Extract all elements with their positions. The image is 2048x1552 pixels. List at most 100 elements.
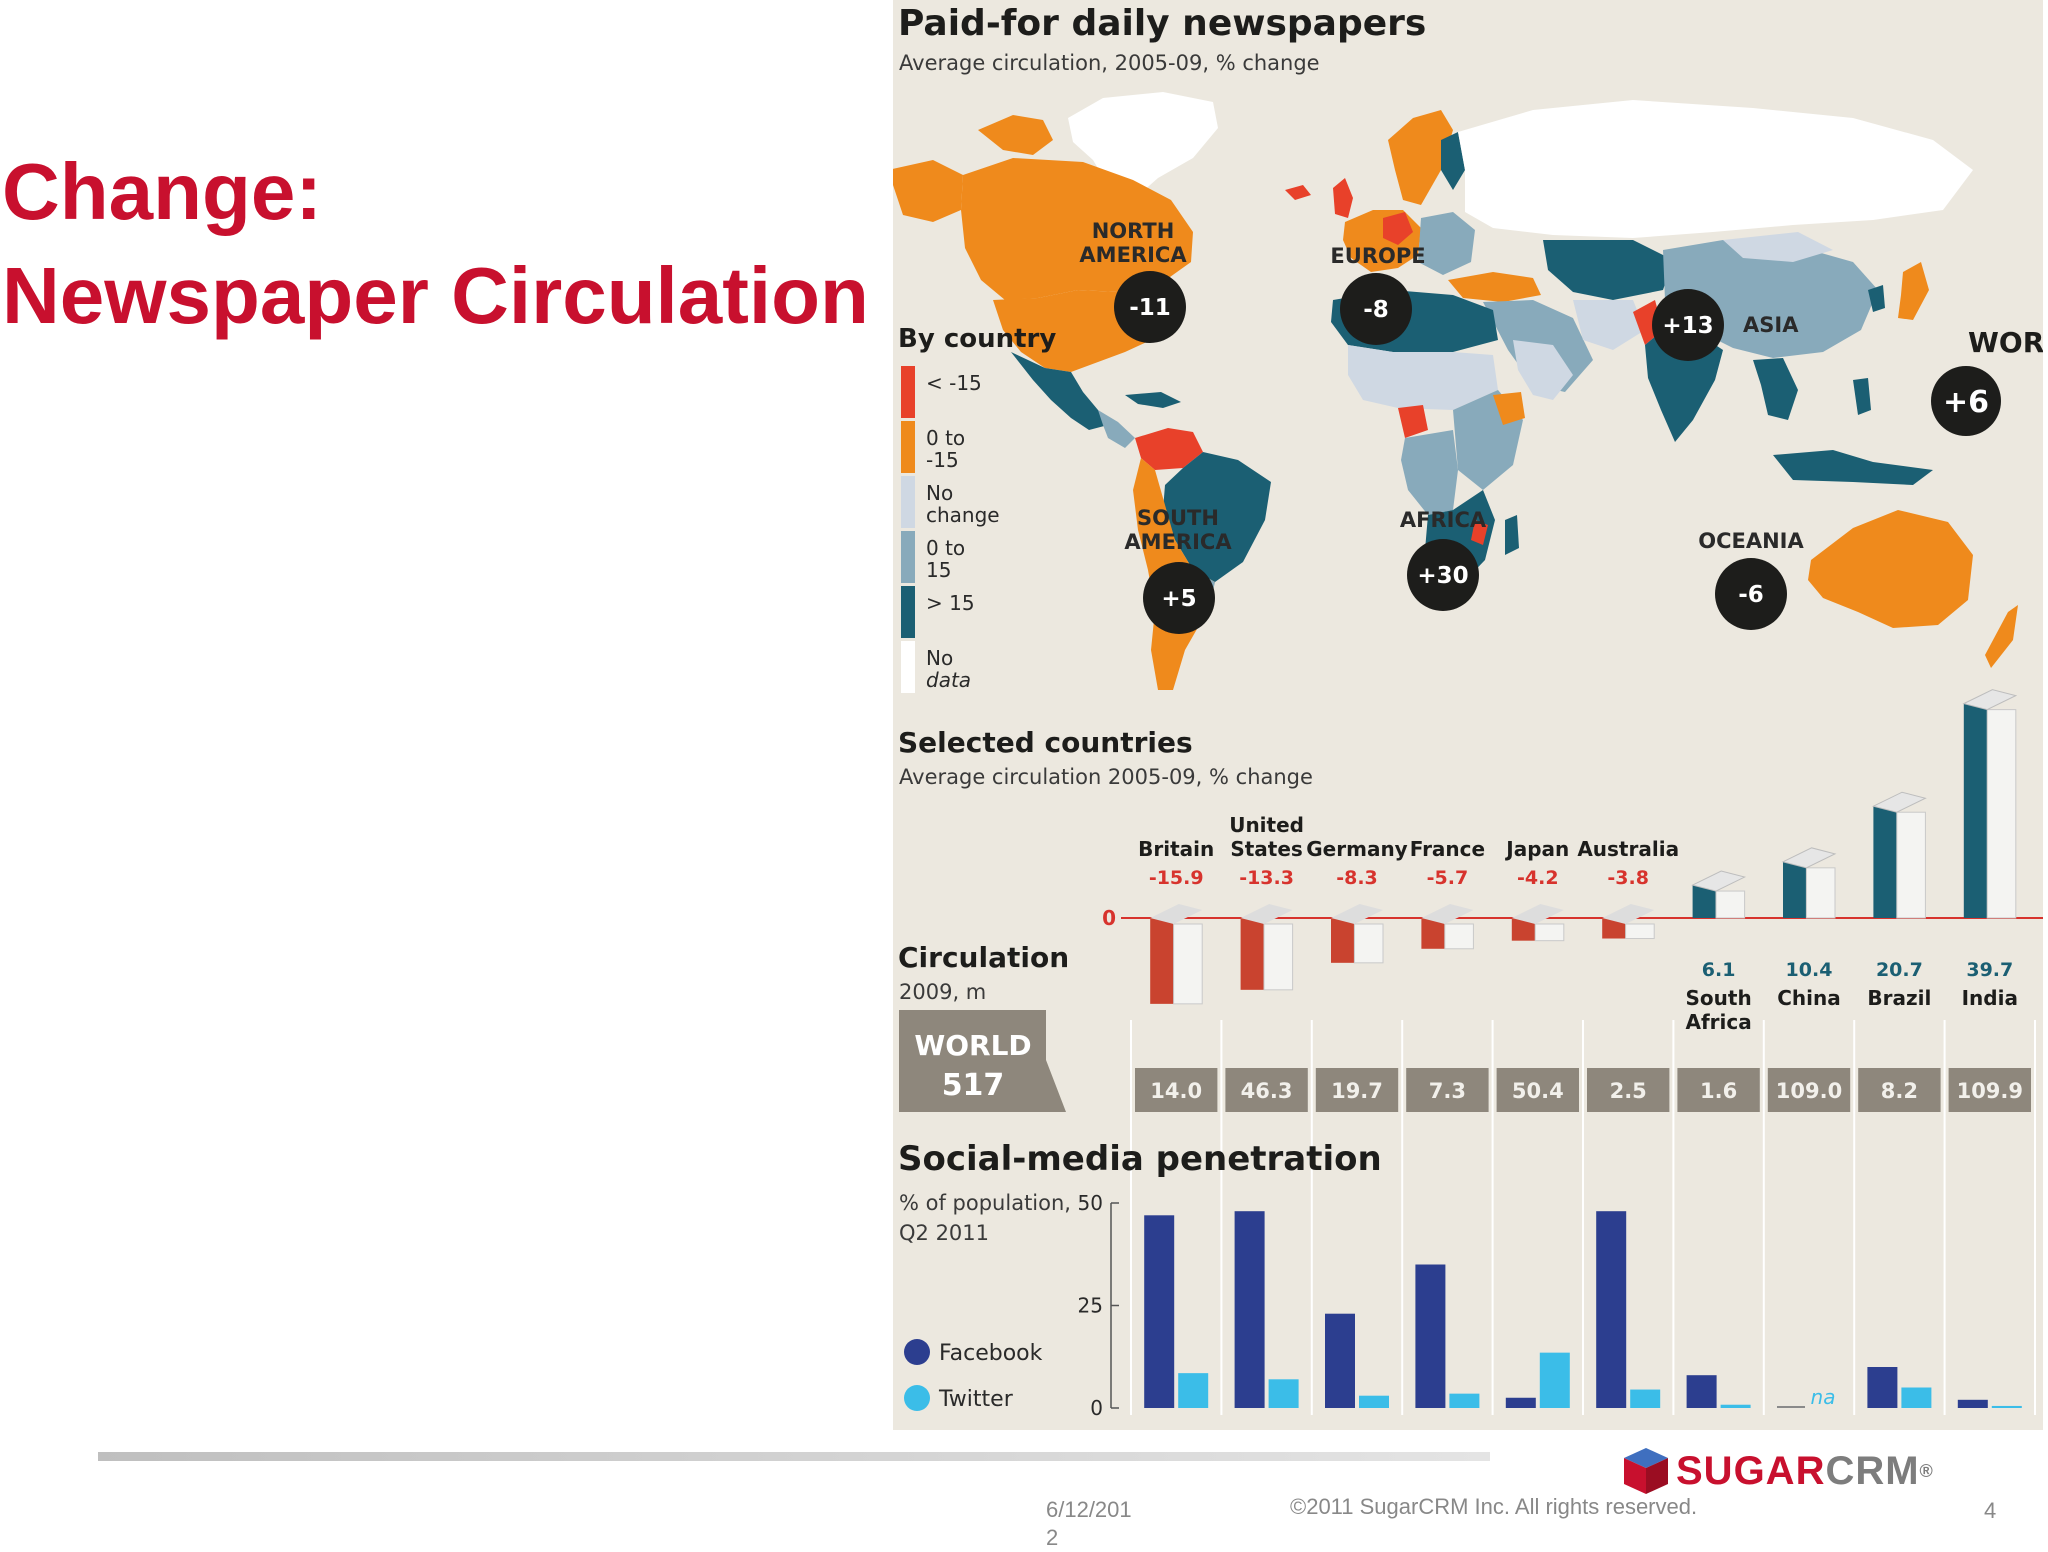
- bar-category-3-0: France: [1410, 837, 1485, 861]
- map-region-brazil: [1163, 452, 1271, 582]
- bar-category-5-0: Australia: [1577, 837, 1679, 861]
- world-circulation-value: 517: [942, 1068, 1005, 1103]
- circulation-cell-9: [1948, 1068, 2031, 1112]
- bar-category-1-0: United: [1229, 813, 1304, 837]
- region-markers: NORTHAMERICA-11EUROPE-8ASIA+13SOUTHAMERI…: [1079, 219, 1804, 634]
- social-bar-facebook-4: [1505, 1397, 1536, 1408]
- map-region-iran: [1573, 300, 1645, 350]
- circulation-title: Circulation: [898, 941, 1069, 974]
- map-region-alaska: [893, 160, 963, 222]
- region-value-4: +30: [1417, 563, 1468, 589]
- map-region-korea: [1868, 285, 1885, 312]
- logo-text-crm: CRM: [1825, 1449, 1920, 1493]
- country-bar-8: 20.7 Brazil: [1867, 791, 1931, 1010]
- map-subtitle: Average circulation, 2005-09, % change: [899, 51, 1320, 75]
- slide-title-line-2: Newspaper Circulation: [2, 251, 869, 340]
- social-axis: 50 25 0: [1078, 1191, 1119, 1420]
- region-value-0: -11: [1129, 295, 1171, 321]
- social-legend: Facebook Twitter: [904, 1339, 1043, 1412]
- bar-top-8: [1871, 791, 1927, 813]
- social-bar-twitter-5: [1630, 1389, 1661, 1408]
- world-badge: [1931, 366, 2001, 436]
- circulation-cell-0: [1135, 1068, 1218, 1112]
- map-title: Paid-for daily newspapers: [898, 3, 1426, 44]
- bar-top-9: [1962, 689, 2018, 711]
- social-title: Social-media penetration: [898, 1139, 1382, 1179]
- bar-top-7: [1781, 847, 1837, 869]
- circulation-subtitle: 2009, m: [899, 980, 986, 1004]
- social-tick-label-0: 50: [1078, 1191, 1103, 1215]
- map-region-arabia: [1513, 340, 1573, 400]
- region-badge-5: [1715, 558, 1787, 630]
- social-bar-facebook-0: [1144, 1215, 1175, 1408]
- country-bar-9: 39.7 India: [1962, 689, 2018, 1010]
- bar-top-3: [1421, 904, 1474, 924]
- region-value-2: +13: [1662, 313, 1713, 339]
- social-legend-swatch-1: [904, 1385, 930, 1411]
- map-region-new-zealand: [1985, 605, 2018, 668]
- circulation-value-8: 8.2: [1881, 1079, 1918, 1103]
- map-region-india: [1645, 330, 1723, 442]
- map-region-southeast-asia: [1753, 358, 1798, 420]
- bar-value-3: -5.7: [1427, 867, 1469, 889]
- circulation-value-4: 50.4: [1512, 1079, 1564, 1103]
- infographic-svg: Paid-for daily newspapers Average circul…: [893, 3, 2043, 1420]
- social-bar-facebook-5: [1596, 1211, 1627, 1408]
- social-subtitle-2: Q2 2011: [899, 1221, 989, 1245]
- circulation-value-0: 14.0: [1150, 1079, 1202, 1103]
- social-bar-facebook-6: [1686, 1375, 1717, 1408]
- social-bar-twitter-2: [1359, 1395, 1389, 1408]
- bar-side-7: [1783, 861, 1807, 918]
- region-value-3: +5: [1161, 586, 1196, 612]
- bar-front-3: [1444, 923, 1474, 950]
- world-label: WORLD: [1968, 326, 2043, 359]
- map-region-japan: [1898, 262, 1929, 320]
- world-value: +6: [1943, 385, 1989, 420]
- map-region-eastern-europe: [1418, 212, 1475, 275]
- world-circulation-box: [899, 1010, 1066, 1112]
- circulation-value-9: 109.9: [1957, 1079, 2023, 1103]
- social-bar-facebook-9: [1957, 1399, 1988, 1408]
- bar-side-3: [1421, 918, 1445, 949]
- social-tick-label-2: 0: [1090, 1396, 1103, 1420]
- social-legend-swatch-0: [904, 1339, 930, 1365]
- region-badge-1: [1340, 273, 1412, 345]
- region-badge-2: [1652, 289, 1724, 361]
- bar-top-0: [1150, 904, 1203, 924]
- map-region-russia: [1458, 100, 1973, 238]
- bar-front-9: [1986, 709, 2017, 919]
- region-badge-3: [1143, 562, 1215, 634]
- circulation-cell-5: [1587, 1068, 1670, 1112]
- legend-swatch-2: [901, 476, 915, 528]
- bar-title: Selected countries: [898, 726, 1193, 759]
- map-region-philippines: [1853, 378, 1871, 415]
- bar-top-2: [1331, 904, 1383, 924]
- legend-label-5-a: No: [926, 646, 953, 670]
- map-region-arctic-islands: [978, 115, 1053, 155]
- bar-top-5: [1602, 904, 1655, 924]
- map-region-mexico: [1011, 352, 1108, 430]
- legend-label-1-a: 0 to: [926, 426, 965, 450]
- region-name-3-b: AMERICA: [1124, 530, 1232, 554]
- map-region-central-asia: [1543, 240, 1673, 300]
- footer-copyright: ©2011 SugarCRM Inc. All rights reserved.: [1290, 1494, 1698, 1519]
- legend-label-5-b: data: [926, 668, 971, 692]
- bar-side-5: [1602, 918, 1626, 939]
- footer-rule: [98, 1452, 1490, 1461]
- circulation-value-7: 109.0: [1776, 1079, 1842, 1103]
- slide-title: Change: Newspaper Circulation: [2, 140, 869, 348]
- bar-front-8: [1896, 811, 1926, 919]
- bar-front-2: [1353, 923, 1384, 964]
- map-region-central-africa: [1401, 430, 1458, 515]
- region-name-5-a: OCEANIA: [1698, 529, 1804, 553]
- region-value-1: -8: [1363, 297, 1389, 323]
- bar-value-2: -8.3: [1336, 867, 1378, 889]
- legend-swatch-0: [901, 366, 915, 418]
- map-region-nigeria: [1398, 405, 1428, 438]
- bar-side-8: [1873, 806, 1897, 918]
- map-region-sahel: [1348, 345, 1498, 410]
- legend-label-3-b: 15: [926, 558, 951, 582]
- legend-label-2-b: change: [926, 503, 1000, 527]
- zero-label: 0: [1102, 906, 1116, 930]
- world-map: [893, 92, 2018, 690]
